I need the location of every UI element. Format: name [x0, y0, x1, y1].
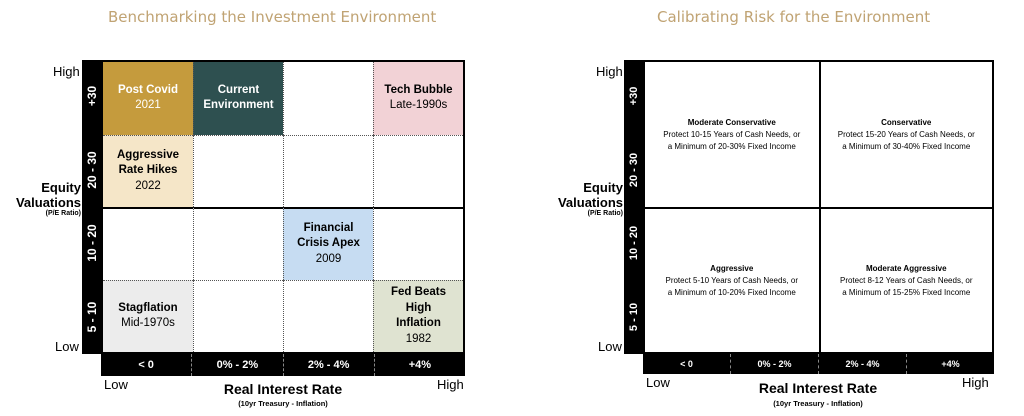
matrix-cell-title: Aggressive Rate Hikes [116, 148, 179, 177]
right-x-low-label: Low [646, 375, 670, 390]
left-y-low-label: Low [55, 339, 79, 354]
right-y-band-bar: +30 20 - 30 10 - 20 5 - 10 [624, 60, 643, 354]
matrix-cell [193, 207, 283, 280]
matrix-cell: Stagflation Mid-1970s [103, 279, 193, 352]
matrix-cell [193, 279, 283, 352]
matrix-cell: Tech Bubble Late-1990s [373, 62, 463, 135]
matrix-cell-title: Tech Bubble [384, 83, 453, 96]
risk-quadrant-line: a Minimum of 15-25% Fixed Income [842, 287, 971, 297]
right-y-band-label: 5 - 10 [628, 302, 640, 332]
right-y-title-sub: (P/E Ratio) [587, 210, 623, 217]
left-x-low-label: Low [104, 377, 128, 392]
valuation-rate-matrix: Post Covid 2021 Current Environment Tech Bu… [101, 60, 465, 354]
risk-quadrant-title: Moderate Aggressive [865, 263, 947, 273]
risk-quadrant: Aggressive Protect 5-10 Years of Cash Nee… [645, 207, 819, 352]
matrix-cell-title: Fed Beats High Inflation [391, 286, 446, 330]
right-y-title-line2: Valuations [557, 195, 623, 210]
risk-quadrant-grid: Moderate Conservative Protect 10-15 Years… [643, 60, 994, 354]
left-y-title-line2: Valuations [15, 195, 81, 210]
left-x-band-label: 0% - 2% [191, 354, 282, 376]
left-panel-title: Benchmarking the Investment Environment [108, 8, 437, 26]
right-x-axis-title: Real Interest Rate [758, 380, 878, 396]
matrix-cell [373, 207, 463, 280]
right-x-band-label: 0% - 2% [730, 354, 818, 374]
risk-quadrant: Moderate Aggressive Protect 8-12 Years of… [818, 207, 992, 352]
right-y-low-label: Low [598, 339, 622, 354]
matrix-cell-year: 1982 [405, 332, 432, 345]
left-y-title-line1: Equity [41, 180, 81, 195]
left-y-title-sub: (P/E Ratio) [45, 210, 81, 217]
left-x-axis-subtitle: (10yr Treasury - Inflation) [238, 399, 328, 408]
right-x-high-label: High [962, 375, 989, 390]
left-y-band-label: 20 - 30 [85, 151, 99, 189]
left-x-band-label: +4% [373, 354, 465, 376]
matrix-cell [283, 62, 373, 135]
risk-quadrant-title: Conservative [881, 117, 932, 127]
left-y-band-label: +30 [85, 85, 99, 107]
matrix-cell: Fed Beats High Inflation 1982 [373, 279, 463, 352]
matrix-cell-year: 2021 [135, 99, 161, 112]
risk-quadrant-line: Protect 10-15 Years of Cash Needs, or [663, 129, 801, 139]
left-y-band-label: 5 - 10 [85, 301, 99, 333]
matrix-cell-year: Mid-1970s [121, 317, 175, 330]
matrix-cell-year: Late-1990s [389, 99, 448, 112]
matrix-cell [283, 279, 373, 352]
risk-quadrant-line: a Minimum of 30-40% Fixed Income [842, 141, 971, 151]
matrix-cell-year: 2022 [135, 180, 161, 192]
left-x-band-label: < 0 [138, 359, 154, 371]
risk-quadrant-line: Protect 5-10 Years of Cash Needs, or [665, 275, 799, 285]
left-y-band-bar: +30 20 - 30 10 - 20 5 - 10 [82, 60, 101, 354]
left-x-band-bar: < 0 0% - 2% 2% - 4% +4% [101, 354, 465, 376]
matrix-cell [193, 134, 283, 207]
matrix-cell-year: 2009 [315, 253, 342, 265]
matrix-cell: Aggressive Rate Hikes 2022 [103, 134, 193, 207]
left-x-high-label: High [437, 377, 464, 392]
matrix-cell-title: Current Environment [203, 83, 274, 112]
right-y-band-label: +30 [628, 86, 640, 106]
right-y-band-label: 10 - 20 [628, 225, 640, 261]
risk-quadrant-line: Protect 15-20 Years of Cash Needs, or [837, 129, 975, 139]
left-y-band-label: 10 - 20 [85, 224, 99, 262]
risk-quadrant-title: Moderate Conservative [687, 117, 776, 127]
matrix-cell [103, 207, 193, 280]
right-x-axis-subtitle: (10yr Treasury - Inflation) [773, 399, 863, 408]
right-x-band-bar: < 0 0% - 2% 2% - 4% +4% [643, 354, 994, 374]
right-panel-title: Calibrating Risk for the Environment [657, 8, 931, 26]
right-y-axis-title: Equity Valuations (P/E Ratio) [540, 180, 623, 217]
matrix-cell: Current Environment [193, 62, 283, 135]
right-x-band-label: 2% - 4% [818, 354, 906, 374]
risk-quadrant-line: Protect 8-12 Years of Cash Needs, or [839, 275, 973, 285]
risk-quadrant-title: Aggressive [710, 263, 754, 273]
matrix-cell: Post Covid 2021 [103, 62, 193, 135]
matrix-cell-title: Stagflation [118, 301, 178, 314]
left-y-axis-title: Equity Valuations (P/E Ratio) [0, 180, 81, 217]
right-x-band-label: +4% [906, 354, 994, 374]
left-x-axis-title: Real Interest Rate [223, 381, 343, 397]
matrix-cell [283, 134, 373, 207]
left-y-high-label: High [53, 64, 80, 79]
matrix-cell-title: Financial Crisis Apex [297, 221, 360, 250]
risk-quadrant: Moderate Conservative Protect 10-15 Years… [645, 62, 819, 207]
risk-quadrant: Conservative Protect 15-20 Years of Cash … [818, 62, 993, 207]
right-x-band-label: < 0 [680, 359, 693, 369]
risk-quadrant-line: a Minimum of 20-30% Fixed Income [667, 141, 796, 151]
risk-quadrant-line: a Minimum of 10-20% Fixed Income [667, 287, 796, 297]
left-x-band-label: 2% - 4% [282, 354, 374, 376]
matrix-cell-title: Post Covid [117, 83, 179, 96]
right-y-high-label: High [596, 64, 623, 79]
right-y-title-line1: Equity [583, 180, 623, 195]
matrix-cell: Financial Crisis Apex 2009 [283, 207, 373, 280]
right-y-band-label: 20 - 30 [628, 152, 640, 188]
matrix-cell [373, 134, 463, 207]
